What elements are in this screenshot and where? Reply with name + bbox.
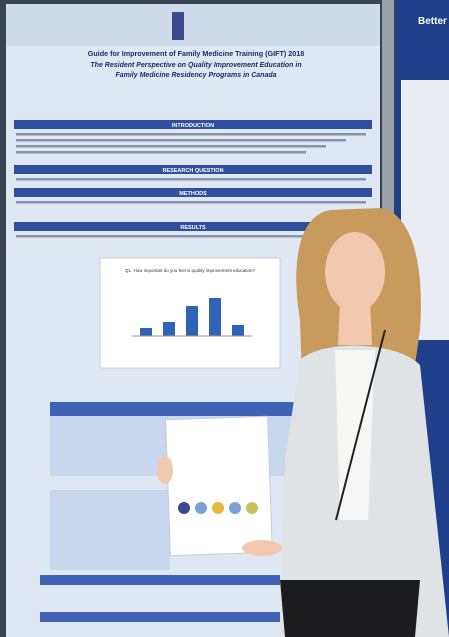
chart-title: Q1. How important do you feel is quality… (125, 268, 256, 273)
face (325, 232, 385, 312)
poster-header (6, 4, 380, 46)
skirt (280, 580, 420, 637)
text-line (16, 178, 366, 181)
text-line (16, 235, 366, 238)
logo (172, 12, 184, 40)
section-header (14, 188, 372, 197)
section-title: RESEARCH QUESTION (162, 168, 223, 174)
handout (165, 415, 273, 557)
section-title: INTRODUCTION (172, 123, 214, 129)
text-line (16, 139, 346, 142)
section-header (14, 165, 372, 174)
text-line (16, 201, 366, 204)
handout-icons (178, 502, 258, 514)
section-title: METHODS (179, 191, 207, 197)
section-header (14, 222, 372, 231)
section-header (40, 575, 280, 585)
table-header (50, 402, 300, 416)
text-line (16, 133, 366, 136)
section-header (14, 120, 372, 129)
side-poster-title: Better (418, 16, 447, 27)
hand (242, 540, 282, 556)
section-header (40, 612, 280, 622)
neck (338, 300, 372, 345)
poster-subtitle: Family Medicine Residency Programs in Ca… (115, 72, 276, 79)
poster-title: Guide for Improvement of Family Medicine… (88, 49, 304, 58)
chart-bars (140, 298, 244, 336)
text-line (16, 151, 306, 154)
lanyard (371, 329, 386, 381)
blouse (335, 350, 375, 520)
table (50, 490, 170, 570)
hand (157, 456, 173, 484)
poster-subtitle: The Resident Perspective on Quality Impr… (90, 62, 301, 69)
text-line (16, 145, 326, 148)
lanyard (335, 379, 373, 521)
section-title: RESULTS (180, 225, 206, 231)
